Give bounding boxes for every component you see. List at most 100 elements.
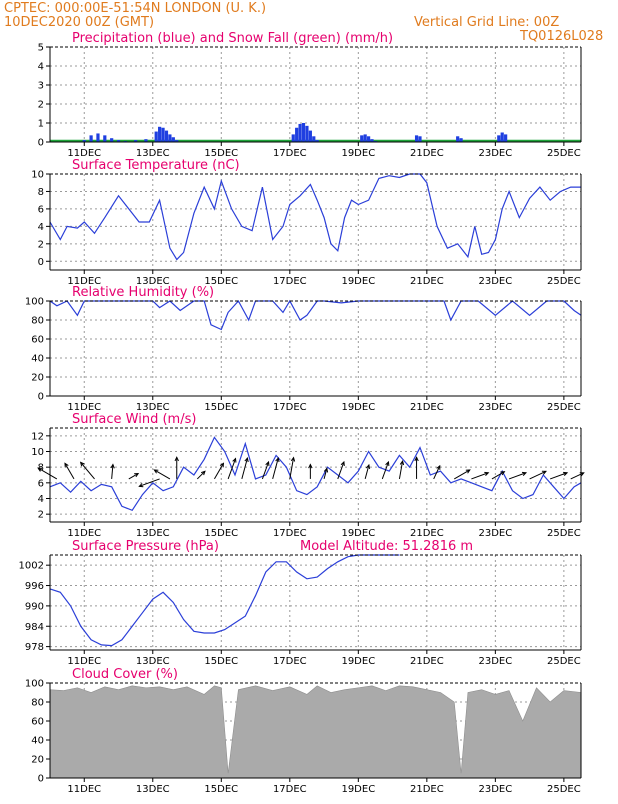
precip-bar xyxy=(116,140,121,142)
x-tick-label: 23DEC xyxy=(478,276,512,287)
y-tick-label: 80 xyxy=(31,698,44,709)
x-tick-label: 23DEC xyxy=(478,784,512,795)
y-tick-label: 12 xyxy=(31,431,44,442)
wind-arrow-shaft xyxy=(529,470,547,480)
header-model-code: TQ0126L028 xyxy=(519,29,603,44)
wind-arrow-shaft xyxy=(196,470,206,480)
x-tick-label: 17DEC xyxy=(273,784,307,795)
precip-bar xyxy=(414,135,419,142)
y-tick-label: 6 xyxy=(38,478,44,489)
header-location: CPTEC: 000:00E-51:54N LONDON (U. K.) xyxy=(4,1,266,16)
x-tick-label: 13DEC xyxy=(136,528,170,539)
wind-arrow-head xyxy=(110,463,115,469)
y-tick-label: 1 xyxy=(38,119,44,130)
y-tick-label: 100 xyxy=(25,679,44,690)
panel-title-temp: Surface Temperature (nC) xyxy=(72,158,240,173)
panel-title-cloud: Cloud Cover (%) xyxy=(72,667,178,682)
x-tick-label: 21DEC xyxy=(410,784,444,795)
x-tick-label: 23DEC xyxy=(478,528,512,539)
precip-bar xyxy=(459,138,463,142)
x-tick-label: 11DEC xyxy=(67,528,101,539)
precip-bar xyxy=(164,130,169,142)
precip-bar xyxy=(295,127,299,142)
wind-arrow-head xyxy=(500,471,506,476)
x-tick-label: 17DEC xyxy=(273,656,307,667)
x-tick-label: 25DEC xyxy=(547,784,581,795)
precip-bar xyxy=(82,140,86,142)
wind-arrow-shaft xyxy=(128,473,139,480)
wind-arrow-shaft xyxy=(570,472,584,480)
precip-bar xyxy=(171,137,175,142)
precip-bar xyxy=(367,136,371,142)
x-tick-label: 15DEC xyxy=(204,148,238,159)
wind-arrow-head xyxy=(275,456,280,463)
y-tick-label: 40 xyxy=(31,354,44,365)
panel-title-wind: Surface Wind (m/s) xyxy=(72,412,196,427)
wind-arrow-head xyxy=(541,470,547,475)
precip-bar xyxy=(89,135,93,142)
precip-bar xyxy=(134,140,138,142)
wind-arrow-shaft xyxy=(261,461,270,480)
panel-rh: Relative Humidity (%) 0 20 40 60 80 100 11DEC 13… xyxy=(25,285,582,413)
series-line-rh xyxy=(49,299,582,331)
x-tick-label: 23DEC xyxy=(478,656,512,667)
wind-arrow-head xyxy=(201,470,206,476)
panel-pressure: Surface Pressure (hPa) Model Altitude: 51… xyxy=(19,539,582,667)
x-tick-label: 15DEC xyxy=(204,276,238,287)
wind-arrow-shaft xyxy=(111,464,114,479)
series-line-wind xyxy=(49,436,582,512)
wind-arrow-shaft xyxy=(491,471,505,480)
y-tick-label: 20 xyxy=(31,755,44,766)
wind-arrow-shaft xyxy=(508,472,527,480)
x-tick-label: 23DEC xyxy=(478,402,512,413)
x-tick-label: 15DEC xyxy=(204,656,238,667)
wind-arrow-head xyxy=(290,456,296,462)
wind-arrow-shaft xyxy=(364,464,370,480)
x-tick-label: 11DEC xyxy=(67,656,101,667)
y-tick-label: 2 xyxy=(38,510,44,521)
wind-arrow-shaft xyxy=(398,461,404,480)
precip-bar xyxy=(298,123,302,142)
wind-arrow-head xyxy=(414,456,419,462)
wind-arrow-shaft xyxy=(323,468,328,480)
wind-arrow-head xyxy=(521,471,528,476)
x-tick-label: 13DEC xyxy=(136,784,170,795)
precip-bar xyxy=(103,135,107,142)
y-tick-label: 990 xyxy=(25,601,44,612)
wind-arrow-head xyxy=(323,467,329,473)
panel-precip: Precipitation (blue) and Snow Fall (gree… xyxy=(38,31,582,159)
y-tick-label: 100 xyxy=(25,297,44,308)
x-tick-label: 13DEC xyxy=(136,402,170,413)
wind-arrow-shaft xyxy=(64,463,75,480)
wind-arrow-shaft xyxy=(549,472,568,480)
x-tick-label: 11DEC xyxy=(67,402,101,413)
wind-arrow-head xyxy=(232,457,237,463)
x-tick-label: 17DEC xyxy=(273,148,307,159)
x-tick-label: 21DEC xyxy=(410,402,444,413)
precip-bar xyxy=(161,127,165,142)
precip-bar xyxy=(168,134,172,142)
x-tick-label: 19DEC xyxy=(341,656,375,667)
y-tick-label: 996 xyxy=(25,581,44,592)
header-run-date: 10DEC2020 00Z (GMT) xyxy=(4,15,154,30)
wind-arrow-head xyxy=(79,461,85,467)
x-tick-label: 23DEC xyxy=(478,148,512,159)
precip-bar xyxy=(456,136,460,142)
wind-arrow-head xyxy=(37,467,43,472)
y-tick-label: 978 xyxy=(25,642,44,653)
y-tick-label: 0 xyxy=(38,257,44,268)
y-tick-label: 4 xyxy=(38,222,44,233)
x-tick-label: 13DEC xyxy=(136,276,170,287)
x-tick-label: 11DEC xyxy=(67,276,101,287)
x-tick-label: 19DEC xyxy=(341,784,375,795)
y-tick-label: 60 xyxy=(31,335,44,346)
wind-arrow-head xyxy=(174,456,179,462)
wind-arrow-shaft xyxy=(433,465,441,480)
x-tick-label: 21DEC xyxy=(410,528,444,539)
x-tick-label: 13DEC xyxy=(136,148,170,159)
x-tick-label: 17DEC xyxy=(273,402,307,413)
x-tick-label: 11DEC xyxy=(67,148,101,159)
x-tick-label: 17DEC xyxy=(273,276,307,287)
y-tick-label: 0 xyxy=(38,774,44,785)
y-tick-label: 2 xyxy=(38,100,44,111)
